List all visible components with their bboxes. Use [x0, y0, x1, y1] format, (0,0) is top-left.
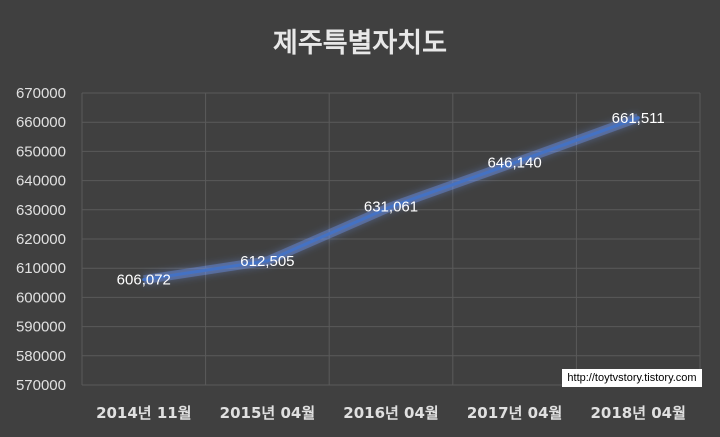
- y-tick-label: 670000: [16, 85, 66, 102]
- y-tick-label: 590000: [16, 319, 66, 336]
- data-label: 631,061: [364, 199, 418, 216]
- x-tick-label: 2015년 04월: [220, 404, 315, 422]
- series-line-group: [142, 113, 640, 285]
- grid: [81, 92, 701, 386]
- y-tick-label: 650000: [16, 143, 66, 160]
- y-axis-ticks: 670000 660000 650000 640000 630000 620000 6100…: [16, 85, 66, 394]
- y-tick-label: 570000: [16, 377, 66, 394]
- data-label: 661,511: [612, 110, 665, 127]
- data-point: [265, 259, 269, 263]
- data-point: [142, 278, 146, 282]
- data-point: [513, 161, 517, 165]
- y-tick-label: 640000: [16, 173, 66, 190]
- y-tick-label: 600000: [16, 289, 66, 306]
- data-label: 606,072: [117, 272, 171, 289]
- x-tick-label: 2016년 04월: [343, 404, 438, 422]
- chart-title: 제주특별자치도: [273, 28, 447, 59]
- data-point: [389, 205, 393, 209]
- x-tick-label: 2014년 11월: [96, 404, 191, 422]
- watermark: http://toytvstory.tistory.com: [562, 369, 702, 387]
- data-label: 612,505: [240, 253, 294, 270]
- y-tick-label: 620000: [16, 231, 66, 248]
- y-tick-label: 610000: [16, 260, 66, 277]
- y-tick-label: 630000: [16, 202, 66, 219]
- data-label: 646,140: [487, 155, 541, 172]
- data-point: [636, 116, 640, 120]
- x-tick-label: 2018년 04월: [590, 404, 685, 422]
- data-labels: 606,072 612,505 631,061 646,140 661,511: [117, 110, 665, 289]
- x-axis-ticks: 2014년 11월 2015년 04월 2016년 04월 2017년 04월 2018…: [96, 404, 686, 422]
- x-tick-label: 2017년 04월: [467, 404, 562, 422]
- y-tick-label: 580000: [16, 348, 66, 365]
- y-tick-label: 660000: [16, 114, 66, 131]
